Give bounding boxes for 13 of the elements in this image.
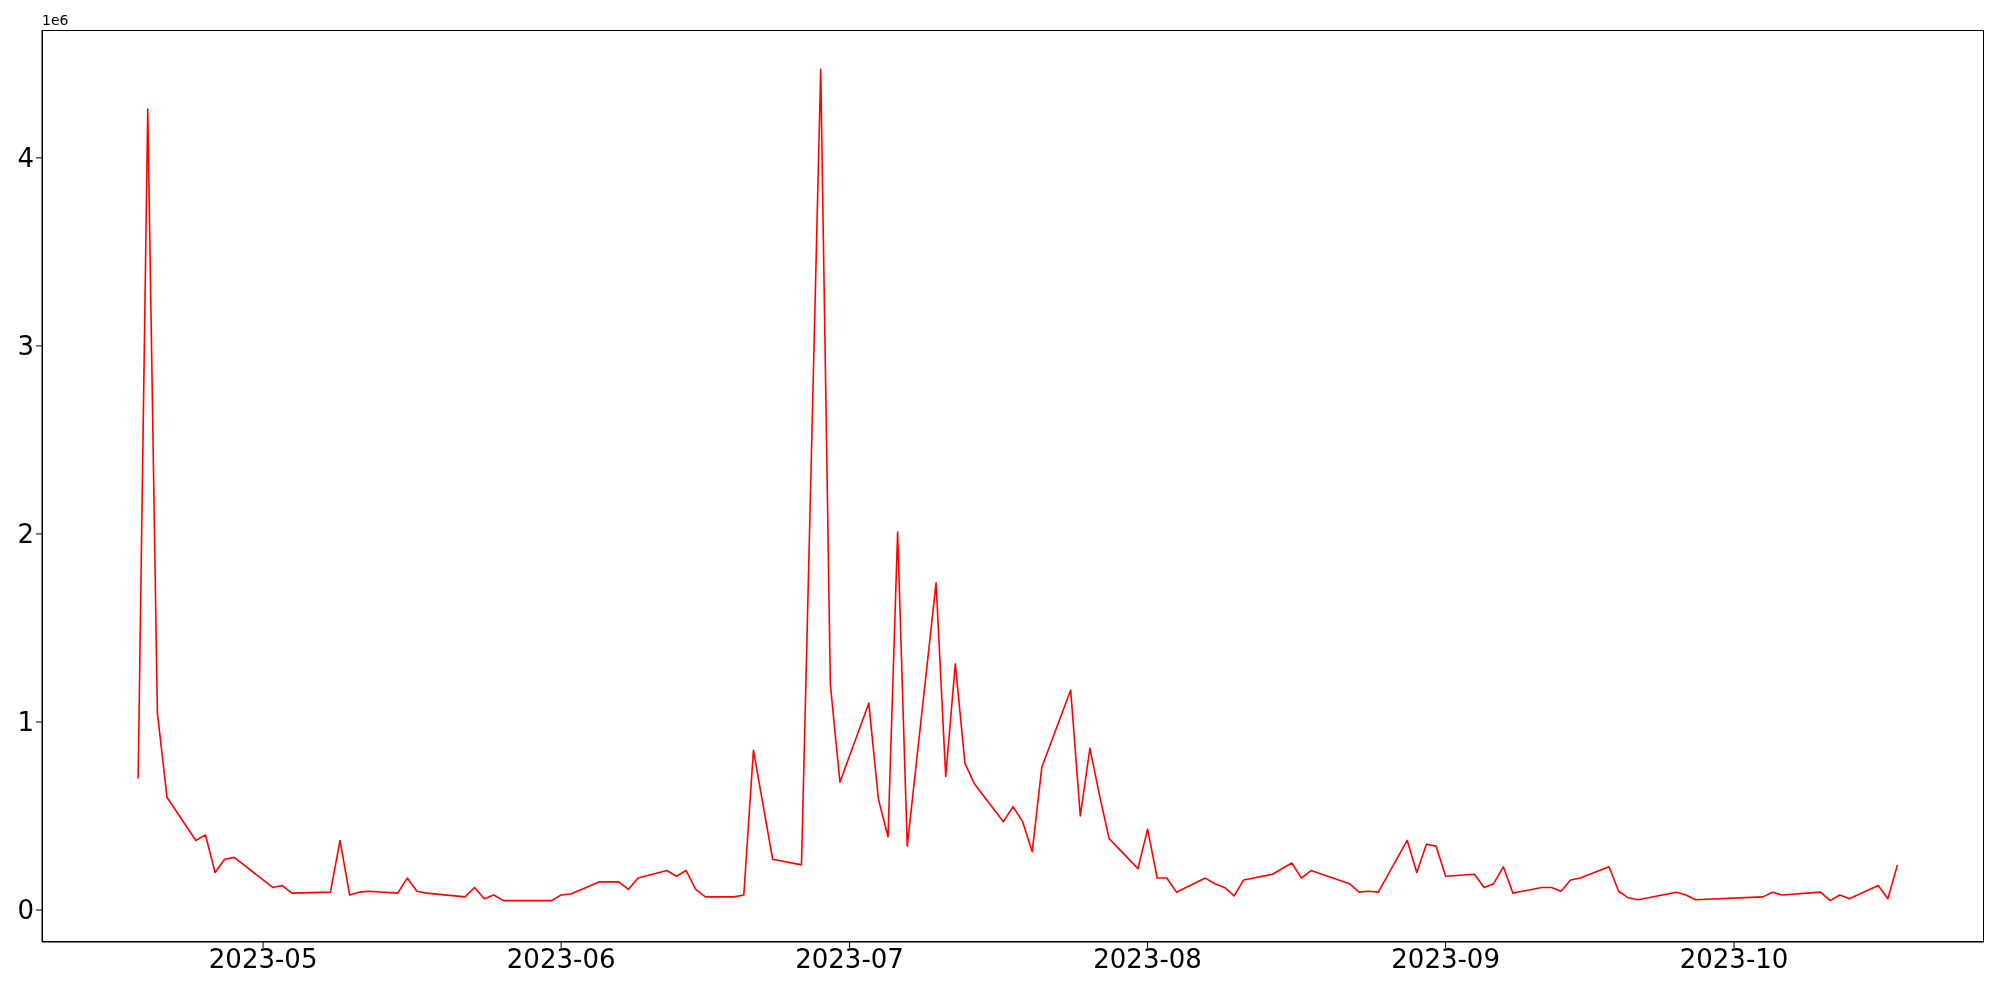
y-tick-label: 0: [17, 895, 34, 926]
x-tick-label: 2023-09: [1391, 944, 1500, 975]
x-tick-label: 2023-06: [506, 944, 616, 975]
x-tick-label: 2023-08: [1093, 944, 1202, 975]
y-tick-label: 3: [17, 331, 34, 362]
x-tick-label: 2023-05: [208, 944, 318, 975]
y-tick-label: 1: [17, 707, 34, 738]
line-series: [137, 68, 1899, 902]
y-tick-label: 2: [17, 519, 34, 550]
x-tick-label: 2023-07: [795, 944, 904, 975]
y-tick-label: 4: [17, 143, 34, 174]
x-tick-label: 2023-10: [1679, 944, 1789, 975]
text: 1e6: [42, 12, 69, 28]
